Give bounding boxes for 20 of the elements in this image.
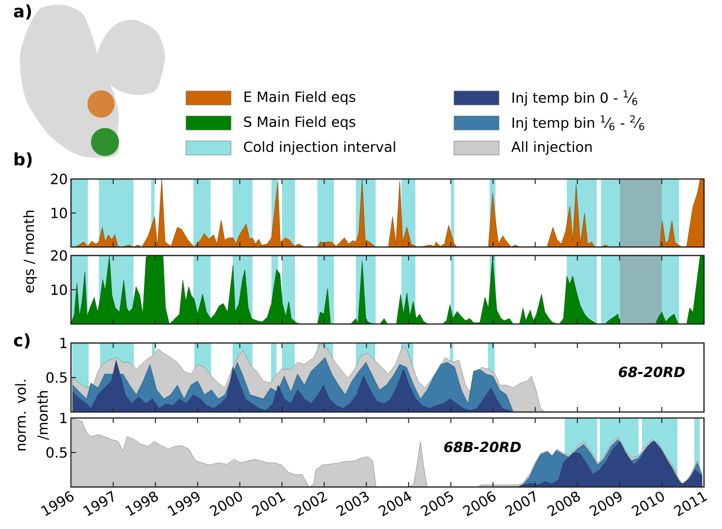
chart-title: b) [14, 152, 32, 168]
y-tick-label: 1 [60, 338, 67, 348]
legend-label: E Main Field eqs [244, 91, 356, 105]
legend-label: Inj temp bin 0 - $^{1}$⁄$_{6}$ [512, 90, 638, 106]
y-tick-label: 1 [60, 412, 67, 424]
legend-label: S Main Field eqs [244, 116, 356, 130]
legend-label: Cold injection interval [244, 141, 396, 155]
y-tick-label: 20 [51, 174, 67, 184]
annotation: 68B-20RD [444, 442, 521, 452]
legend-label: Inj temp bin $^{1}$⁄$_{6}$ - $^{2}$⁄$_{6}$ [512, 115, 644, 131]
y-tick-label: 10 [52, 208, 67, 218]
legend-label: All injection [511, 141, 592, 155]
y-tick-label: 20 [51, 250, 67, 261]
annotation: 68-20RD [618, 366, 685, 378]
y-tick-label: 0.5 [46, 447, 67, 458]
y-tick-label: 0.5 [46, 372, 67, 383]
y-tick-label: 10 [52, 284, 67, 296]
text: a) [14, 4, 31, 20]
chart-title: c) [14, 333, 30, 349]
y-axis-title: eqs / month [23, 210, 37, 293]
